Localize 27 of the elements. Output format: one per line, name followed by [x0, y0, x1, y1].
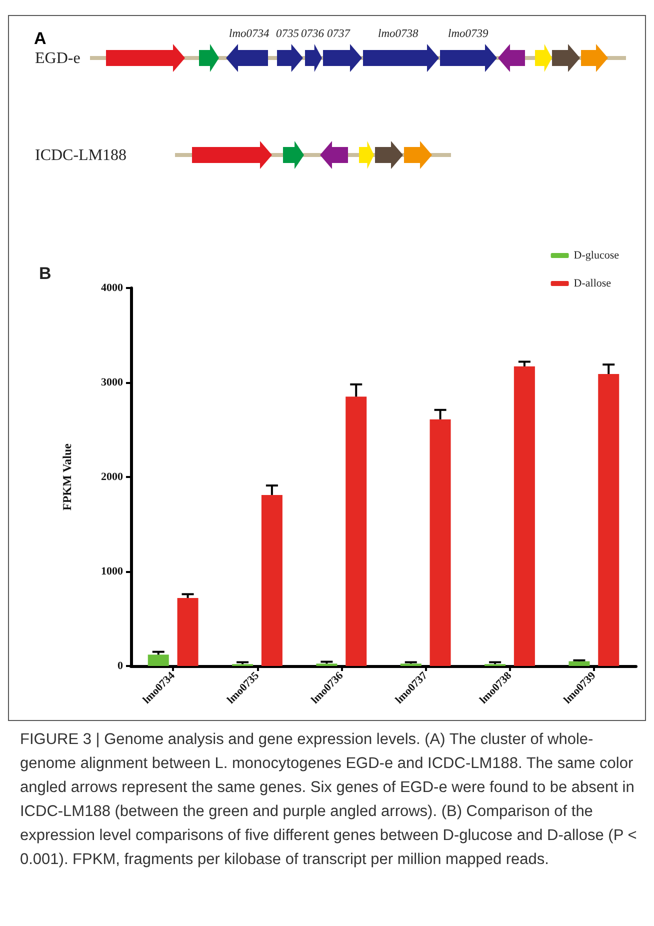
bar	[261, 494, 282, 666]
text: 0737	[327, 28, 352, 40]
text: EGD-e	[35, 50, 80, 67]
y-axis-title: FPKM Value	[60, 442, 74, 511]
text: lmo0739	[448, 28, 488, 40]
bar	[598, 374, 620, 666]
y-tick-label: 0	[118, 660, 124, 672]
text: 0736	[301, 28, 324, 40]
bar	[177, 598, 198, 666]
text: ICDC-LM188	[35, 147, 127, 164]
caption: FIGURE 3 | Genome analysis and gene expression levels. (A) The cluster of whole-genome alignment between L. monocytogenes EGD-e and ICDC-LM188. The same color angled arrows represent the same genes. Six genes of EGD-e were found to be absent in ICDC-LM188 (between the green and purple angled arrows). (B) Comparison of the expression level comparisons of five different genes between D-glucose and D-allose (P < 0.001). FPKM, fragments per kilobase of transcript per million mapped reads.	[20, 730, 638, 870]
y-tick-label: 1000	[101, 566, 124, 578]
legend-label: D-glucose	[574, 250, 620, 262]
text: lmo0738	[378, 28, 418, 40]
y-tick-label: 4000	[101, 282, 124, 294]
bar	[430, 419, 451, 666]
bar	[514, 366, 535, 666]
bar	[568, 661, 590, 666]
bar	[148, 654, 169, 666]
y-tick-label: 2000	[101, 471, 124, 483]
text: 0735	[276, 28, 300, 40]
y-tick-label: 3000	[101, 376, 124, 388]
chart-title: B	[39, 264, 52, 283]
legend-label: D-allose	[574, 278, 612, 290]
text: A	[34, 29, 46, 48]
bar	[346, 396, 367, 666]
text: lmo0734	[229, 28, 270, 40]
